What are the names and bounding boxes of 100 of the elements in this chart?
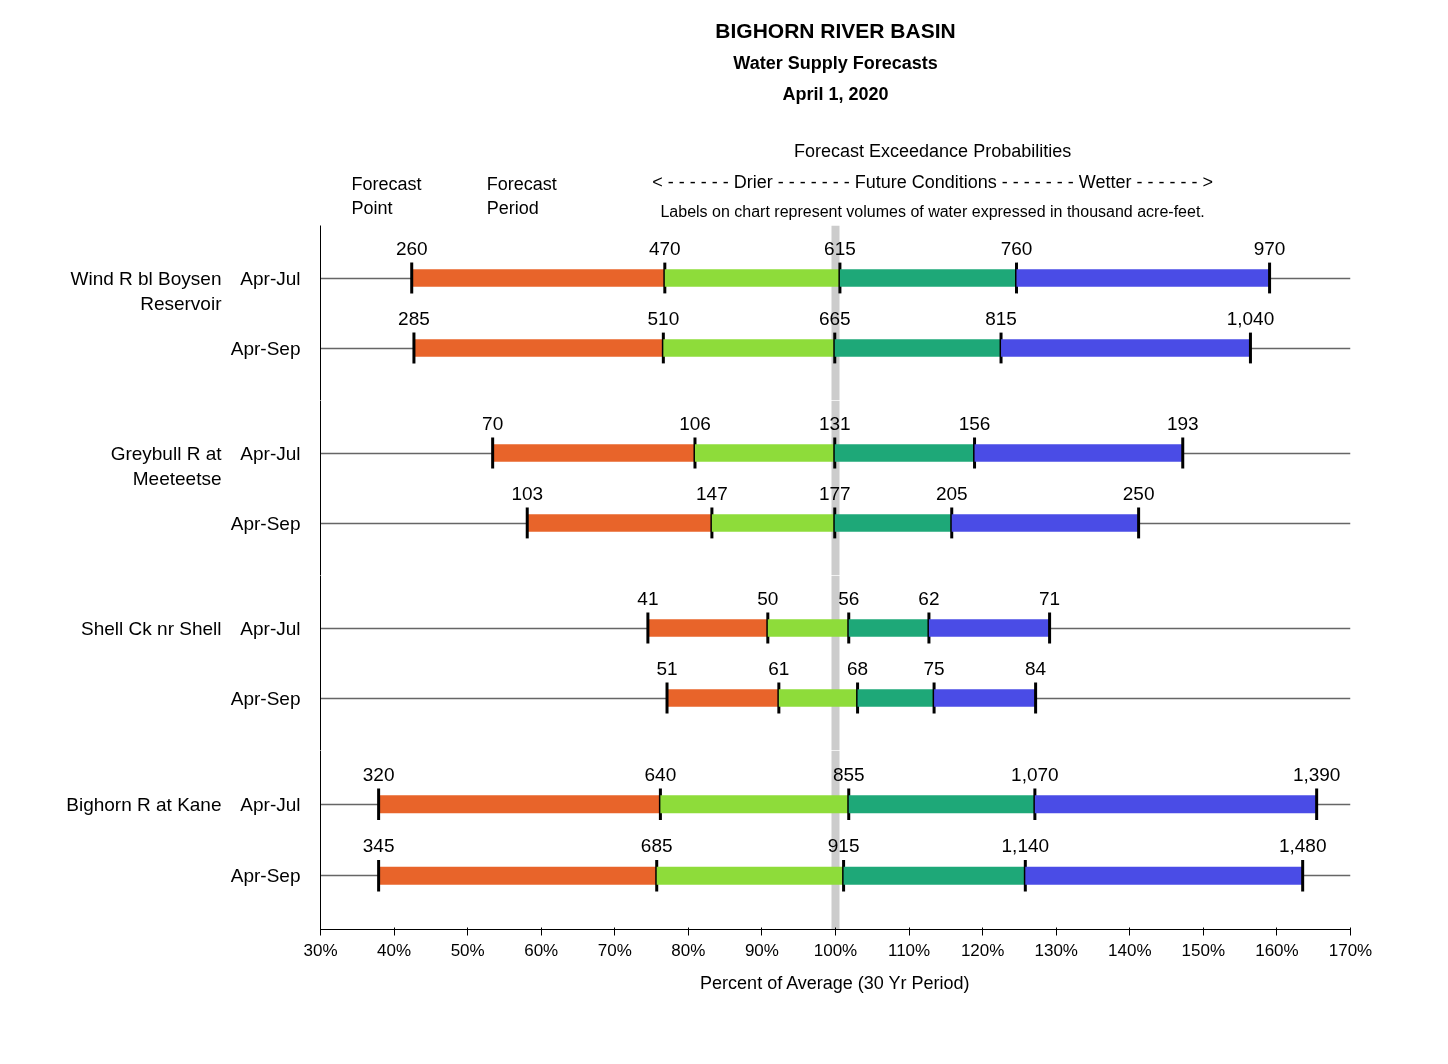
bar (834, 444, 975, 462)
annotation: 760 (1000, 238, 1033, 260)
annotation: 50 (757, 588, 779, 610)
x-tick-label: 160% (1255, 940, 1299, 960)
x-tick-label: 60% (524, 940, 559, 960)
annotation: 177 (818, 483, 851, 505)
x-tick-label: 30% (303, 940, 338, 960)
bar (857, 689, 935, 707)
y-tick-label: Apr-Sep (230, 337, 301, 359)
annotation: 260 (395, 238, 428, 260)
bar (928, 619, 1050, 637)
annotation: 510 (647, 308, 680, 330)
y-axis-title: Wind R bl Boysen Reservoir (70, 267, 223, 314)
annotation: 615 (824, 238, 856, 260)
annotation: 470 (648, 238, 681, 260)
annotation: 61 (768, 658, 790, 680)
annotation: 71 (1039, 588, 1061, 610)
bar (1001, 339, 1251, 357)
x-tick-label: 90% (744, 940, 779, 960)
text: Forecast Point (351, 173, 422, 218)
bar (411, 269, 665, 287)
bar (974, 444, 1183, 462)
annotation: 131 (818, 413, 851, 435)
y-tick-label: Apr-Sep (230, 687, 301, 709)
bar (656, 866, 844, 885)
annotation: 1,140 (1001, 835, 1050, 857)
x-tick-label: 150% (1181, 940, 1226, 960)
annotation: 51 (656, 658, 678, 680)
annotation: 815 (985, 308, 1017, 330)
annotation: 250 (1122, 483, 1155, 505)
x-tick-label: 170% (1328, 940, 1373, 960)
bar (843, 866, 1026, 885)
bar (834, 339, 1002, 357)
y-tick-label: Apr-Sep (230, 512, 301, 534)
y-tick-label: Apr-Sep (230, 865, 301, 887)
bar (834, 514, 952, 532)
annotation: 285 (398, 308, 430, 330)
annotation: 75 (923, 658, 945, 680)
bar (767, 619, 849, 637)
y-tick-label: Apr-Jul (240, 793, 301, 815)
text: April 1, 2020 (782, 83, 889, 104)
text: Labels on chart represent volumes of water expressed in thousand acre-feet. (660, 203, 1205, 220)
x-tick-label: 80% (671, 940, 706, 960)
bar (667, 689, 779, 707)
annotation: 41 (637, 588, 659, 610)
bar (647, 619, 768, 637)
bar (951, 514, 1139, 532)
y-tick-label: Apr-Jul (240, 442, 301, 464)
chart-subtitle: Water Supply Forecasts (733, 52, 938, 73)
annotation: 147 (696, 483, 728, 505)
annotation: 665 (818, 308, 851, 330)
bar (694, 444, 835, 462)
annotation: 320 (362, 763, 395, 785)
annotation: 62 (918, 588, 940, 610)
y-axis-title: Greybull R at Meeteetse (110, 442, 223, 489)
x-tick-label: 110% (887, 940, 931, 960)
annotation: 1,480 (1278, 835, 1327, 857)
bar (1025, 866, 1303, 885)
bar (413, 339, 664, 357)
x-tick-label: 120% (960, 940, 1005, 960)
annotation: 68 (847, 658, 869, 680)
x-tick-label: 100% (813, 940, 858, 960)
annotation: 640 (644, 763, 677, 785)
annotation: 106 (679, 413, 711, 435)
annotation: 1,070 (1011, 763, 1059, 785)
y-tick-label: Apr-Jul (240, 267, 301, 289)
bar (848, 619, 929, 637)
bar (378, 866, 657, 885)
annotation: 915 (827, 835, 860, 857)
annotation: 970 (1253, 238, 1286, 260)
annotation: 193 (1166, 413, 1199, 435)
annotation: 855 (832, 763, 865, 785)
x-tick-label: 70% (597, 940, 632, 960)
y-tick-label: Apr-Jul (240, 617, 301, 639)
bar (663, 339, 835, 357)
text: < - - - - - - Drier - - - - - - - Future Conditions - - - - - - - Wetter - - - - - - > (652, 171, 1213, 192)
bar (378, 795, 661, 814)
chart-title: BIGHORN RIVER BASIN (715, 19, 956, 42)
bar (492, 444, 695, 462)
annotation: 1,040 (1226, 308, 1275, 330)
text: Forecast Period (486, 173, 557, 218)
annotation: 345 (362, 835, 395, 857)
annotation: 205 (935, 483, 968, 505)
x-tick-label: 40% (377, 940, 412, 960)
x-axis-title: Percent of Average (30 Yr Period) (700, 972, 970, 993)
annotation: 685 (640, 835, 673, 857)
bar (1016, 269, 1270, 287)
annotation: 156 (958, 413, 991, 435)
bar (848, 795, 1035, 814)
text: Forecast Exceedance Probabilities (794, 140, 1072, 161)
annotation: 56 (838, 588, 860, 610)
bar (839, 269, 1017, 287)
bar (527, 514, 712, 532)
bar (664, 269, 840, 287)
annotation: 103 (511, 483, 544, 505)
bar (1034, 795, 1317, 814)
bar (660, 795, 849, 814)
annotation: 70 (482, 413, 504, 435)
annotation: 84 (1025, 658, 1047, 680)
y-axis-title: Shell Ck nr Shell (81, 617, 222, 639)
